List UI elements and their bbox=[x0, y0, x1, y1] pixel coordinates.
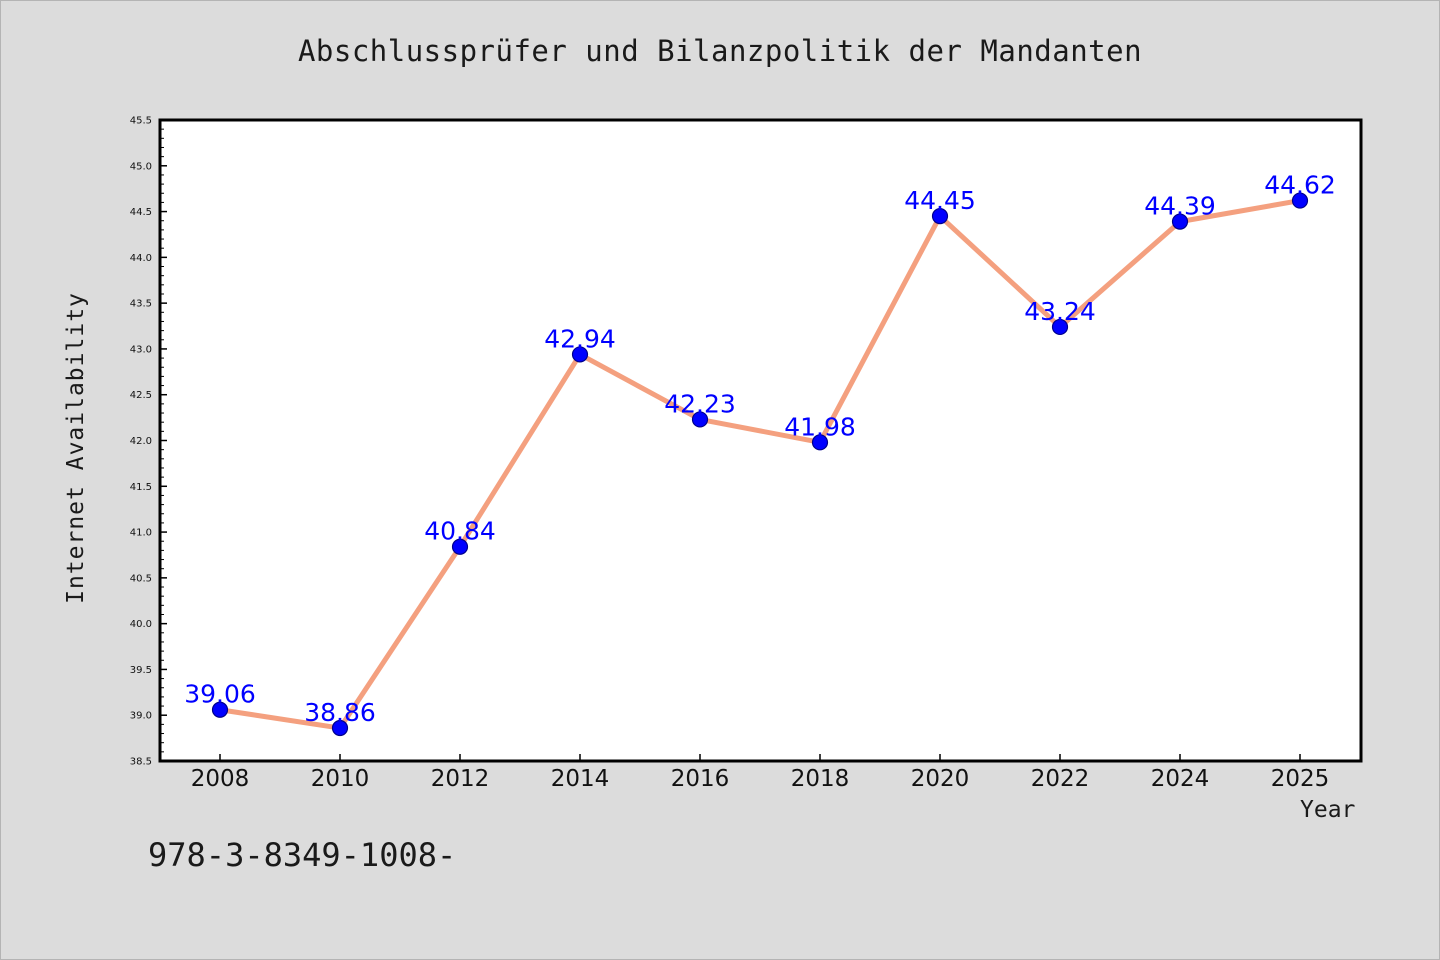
y-tick-label: 40.0 bbox=[130, 619, 152, 630]
y-tick-label: 39.5 bbox=[130, 665, 152, 676]
chart-title: Abschlussprüfer und Bilanzpolitik der Ma… bbox=[297, 34, 1143, 68]
x-tick-label: 2022 bbox=[1031, 766, 1090, 792]
y-tick-label: 43.0 bbox=[130, 344, 152, 355]
data-label: 43.24 bbox=[1024, 297, 1096, 326]
data-point bbox=[451, 538, 469, 555]
series-line bbox=[217, 198, 1303, 731]
footer-isbn-text: 978-3-8349-1008- bbox=[148, 836, 457, 874]
y-tick-label: 42.0 bbox=[130, 436, 152, 447]
y-tick-label: 45.5 bbox=[130, 116, 152, 127]
data-label: 44.62 bbox=[1264, 171, 1336, 200]
data-point bbox=[1051, 318, 1069, 336]
x-tick-label: 2020 bbox=[911, 766, 970, 792]
plot-border bbox=[158, 118, 1363, 763]
y-tick-label: 43.5 bbox=[130, 299, 152, 310]
data-label: 42.23 bbox=[664, 389, 736, 418]
data-point bbox=[1291, 192, 1309, 209]
data-point bbox=[1171, 213, 1189, 230]
y-tick-label: 41.0 bbox=[130, 528, 152, 539]
data-point bbox=[811, 434, 829, 451]
y-tick-label: 44.0 bbox=[130, 253, 152, 264]
data-markers bbox=[211, 192, 1309, 737]
data-label: 41.98 bbox=[784, 412, 856, 441]
x-tick-label: 2025 bbox=[1271, 766, 1330, 792]
x-tick-label: 2008 bbox=[191, 766, 250, 792]
y-tick-label: 39.0 bbox=[130, 711, 152, 722]
x-tick-label: 2014 bbox=[551, 766, 610, 792]
x-axis-ticks: 2008 2010 2012 2014 2016 2018 2020 2022 2024 2025 bbox=[191, 754, 1330, 792]
data-labels: 39.06 38.86 40.84 42.94 42.23 41.98 44.45 43.24… bbox=[184, 171, 1336, 727]
plot-area bbox=[160, 120, 1361, 761]
y-tick-label: 40.5 bbox=[130, 573, 152, 584]
y-tick-label: 44.5 bbox=[130, 207, 152, 218]
y-tick-label: 38.5 bbox=[130, 757, 152, 768]
data-point bbox=[331, 719, 349, 737]
data-point bbox=[571, 346, 589, 363]
data-label: 39.06 bbox=[184, 680, 256, 709]
data-point bbox=[211, 701, 229, 718]
y-tick-label: 42.5 bbox=[130, 390, 152, 401]
data-point bbox=[691, 411, 709, 428]
x-axis-label: Year bbox=[1300, 797, 1356, 823]
y-tick-label: 41.5 bbox=[130, 482, 152, 493]
data-label: 42.94 bbox=[544, 324, 616, 353]
x-tick-label: 2018 bbox=[791, 766, 850, 792]
data-point bbox=[931, 208, 949, 225]
y-tick-label: 45.0 bbox=[130, 161, 152, 172]
x-tick-label: 2010 bbox=[311, 766, 370, 792]
data-label: 38.86 bbox=[304, 698, 376, 727]
x-tick-label: 2024 bbox=[1151, 766, 1210, 792]
x-tick-label: 2012 bbox=[431, 766, 490, 792]
data-label: 40.84 bbox=[424, 517, 496, 546]
x-tick-label: 2016 bbox=[671, 766, 730, 792]
y-axis-ticks: 38.5 39.0 39.5 40.0 40.5 41.0 41.5 42.0 42.5 43.0… bbox=[130, 116, 167, 768]
data-label: 44.39 bbox=[1144, 192, 1216, 221]
data-label: 44.45 bbox=[904, 186, 976, 215]
